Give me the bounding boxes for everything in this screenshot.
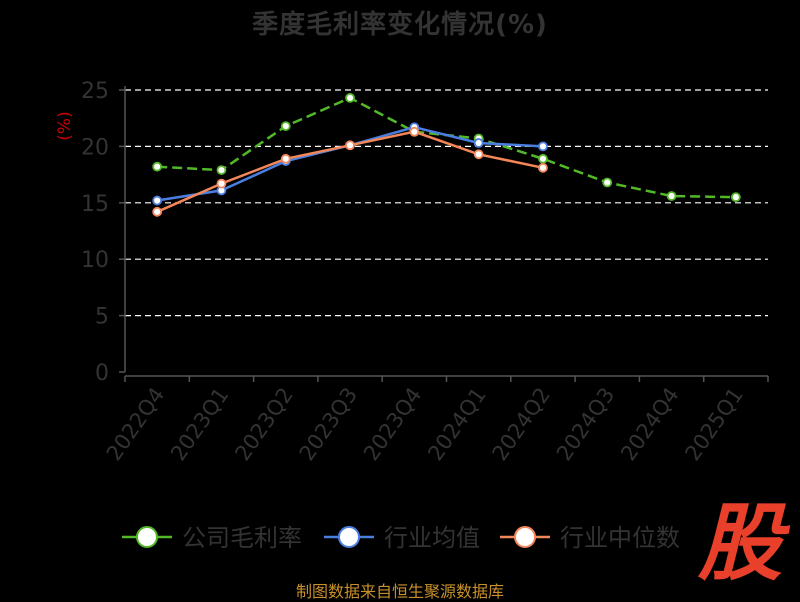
x-tick-label: 2023Q1 <box>166 383 233 465</box>
data-point <box>602 177 613 188</box>
series-line <box>157 96 736 199</box>
data-point <box>538 153 548 164</box>
data-point <box>538 141 548 152</box>
x-tick-label: 2024Q3 <box>552 383 619 465</box>
data-point <box>345 92 355 103</box>
y-tick-label: 20 <box>81 135 109 160</box>
data-point <box>152 206 163 217</box>
legend-label: 行业中位数 <box>560 524 680 552</box>
series-line <box>157 125 544 202</box>
x-tick-label: 2024Q1 <box>423 383 490 465</box>
chart-title: 季度毛利率变化情况(%) <box>252 10 548 40</box>
x-tick-label: 2023Q2 <box>230 383 297 465</box>
data-point <box>280 121 291 131</box>
data-source-note: 制图数据来自恒生聚源数据库 <box>295 582 504 601</box>
data-point <box>216 165 227 175</box>
x-tick-label: 2024Q2 <box>488 383 555 465</box>
data-point <box>730 192 741 203</box>
legend: 公司毛利率 行业均值 行业中位数 <box>122 524 680 552</box>
data-point <box>409 126 420 137</box>
axes: 0 5 10 15 20 25 2022Q42023Q12023Q22023Q32023Q4… <box>55 79 769 465</box>
data-point <box>666 191 677 201</box>
brand-logo: 股 <box>697 494 782 592</box>
y-tick-label: 15 <box>81 192 109 217</box>
legend-marker <box>338 526 360 548</box>
legend-label: 行业均值 <box>384 524 480 552</box>
y-tick-label: 5 <box>95 305 109 330</box>
data-point <box>152 195 163 206</box>
data-point <box>216 178 227 189</box>
data-point <box>473 149 484 160</box>
y-tick-label: 25 <box>81 79 109 104</box>
grid-lines <box>125 89 768 317</box>
data-point <box>152 161 163 172</box>
y-tick-label: 0 <box>95 361 109 386</box>
legend-label: 公司毛利率 <box>182 524 302 552</box>
x-tick-label: 2025Q1 <box>680 383 747 465</box>
legend-marker <box>514 526 536 548</box>
data-point <box>345 140 355 151</box>
data-point <box>280 153 291 164</box>
y-axis-label: (%) <box>55 111 75 140</box>
x-tick-label: 2023Q3 <box>295 383 362 465</box>
x-tick-label: 2024Q4 <box>616 383 683 465</box>
y-tick-label: 10 <box>81 248 109 273</box>
x-tick-label: 2022Q4 <box>102 383 169 465</box>
data-point <box>473 138 484 148</box>
legend-marker <box>136 526 158 548</box>
x-tick-label: 2023Q4 <box>359 383 426 465</box>
series-lines <box>152 92 741 217</box>
data-point <box>538 162 548 173</box>
